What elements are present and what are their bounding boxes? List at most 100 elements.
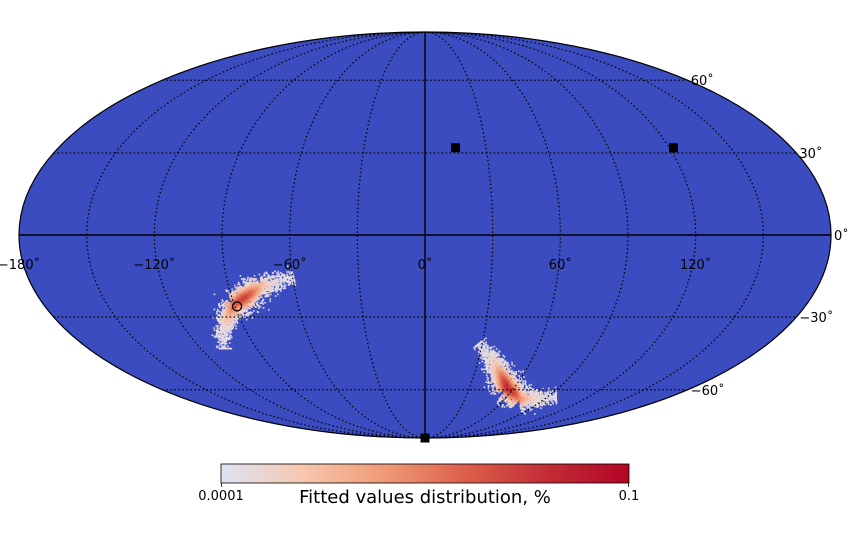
density-point-0 [221, 329, 223, 331]
density-point-1 [484, 348, 486, 350]
density-point-0 [280, 285, 283, 288]
density-point-1 [523, 383, 526, 385]
density-point-0 [229, 301, 231, 304]
density-point-0 [219, 317, 221, 320]
density-point-1 [491, 385, 493, 387]
density-point-0 [242, 291, 245, 293]
density-point-0 [268, 275, 271, 277]
density-point-0 [213, 327, 215, 329]
density-point-1 [498, 357, 500, 359]
density-point-1 [511, 370, 513, 373]
density-point-1 [534, 402, 537, 404]
density-point-1 [496, 361, 498, 363]
density-point-1 [498, 398, 501, 400]
density-point-0 [218, 344, 220, 347]
density-point-1 [483, 355, 486, 357]
density-point-0 [229, 331, 232, 333]
density-point-0 [226, 307, 228, 310]
density-point-0 [243, 309, 245, 312]
density-point-0 [259, 284, 261, 287]
density-point-0 [268, 282, 270, 284]
density-point-0 [220, 319, 223, 321]
density-point-0 [230, 316, 233, 318]
density-point-1 [501, 406, 503, 408]
density-point-0 [288, 276, 290, 278]
density-point-0 [283, 278, 286, 280]
density-point-0 [237, 297, 239, 300]
density-point-0 [235, 311, 238, 314]
density-point-1 [523, 411, 525, 413]
density-point-0 [277, 272, 280, 275]
density-point-0 [255, 282, 257, 285]
density-point-1 [491, 376, 493, 378]
density-point-0 [218, 304, 220, 306]
density-point-1 [509, 371, 512, 373]
density-point-1 [537, 405, 540, 407]
density-point-1 [498, 391, 500, 394]
density-point-1 [521, 386, 523, 388]
density-point-0 [247, 277, 249, 280]
density-point-0 [244, 278, 246, 280]
density-point-1 [493, 358, 496, 360]
density-point-0 [260, 281, 263, 283]
density-point-0 [243, 292, 245, 294]
density-point-1 [491, 367, 493, 369]
density-point-0 [234, 318, 236, 321]
density-point-1 [496, 367, 499, 369]
density-point-0 [238, 286, 240, 289]
density-point-0 [260, 276, 262, 279]
density-point-0 [247, 284, 249, 286]
density-point-0 [265, 288, 268, 291]
density-point-0 [245, 305, 248, 307]
density-point-1 [526, 399, 529, 401]
density-point-0 [224, 309, 226, 312]
density-point-0 [275, 290, 277, 293]
density-point-1 [502, 404, 504, 406]
density-point-1 [490, 392, 492, 395]
density-point-0 [231, 288, 233, 291]
density-point-0 [284, 284, 287, 287]
density-point-1 [506, 392, 509, 395]
density-point-0 [263, 283, 266, 285]
density-point-0 [242, 279, 245, 281]
density-point-0 [222, 300, 224, 302]
density-point-0 [266, 281, 269, 283]
density-point-0 [281, 279, 283, 282]
density-point-0 [222, 339, 225, 341]
density-point-0 [268, 285, 271, 288]
density-point-0 [257, 280, 259, 283]
density-point-0 [231, 298, 233, 300]
density-point-0 [270, 288, 273, 291]
density-point-0 [238, 305, 240, 307]
density-point-0 [261, 286, 264, 288]
density-point-1 [531, 392, 533, 395]
density-point-1 [549, 391, 552, 393]
density-point-1 [512, 376, 515, 379]
density-point-0 [230, 317, 233, 319]
density-point-1 [497, 358, 499, 361]
density-point-1 [494, 356, 497, 358]
density-point-1 [526, 394, 528, 396]
density-point-1 [497, 401, 499, 403]
density-point-1 [506, 375, 508, 378]
density-point-1 [495, 348, 498, 350]
density-point-0 [223, 331, 225, 333]
density-point-0 [243, 289, 245, 292]
density-point-1 [507, 397, 510, 400]
density-point-0 [277, 271, 280, 273]
density-point-0 [279, 280, 282, 283]
density-point-1 [526, 391, 528, 394]
density-point-1 [527, 401, 530, 404]
density-point-0 [248, 312, 251, 314]
density-point-0 [238, 315, 240, 317]
density-point-1 [501, 357, 503, 360]
density-point-0 [254, 286, 256, 289]
density-point-1 [530, 394, 533, 397]
density-point-0 [226, 336, 229, 339]
density-point-0 [246, 279, 248, 281]
density-point-0 [225, 325, 227, 328]
density-point-0 [265, 282, 268, 284]
density-point-0 [214, 336, 217, 339]
density-point-0 [247, 288, 249, 290]
